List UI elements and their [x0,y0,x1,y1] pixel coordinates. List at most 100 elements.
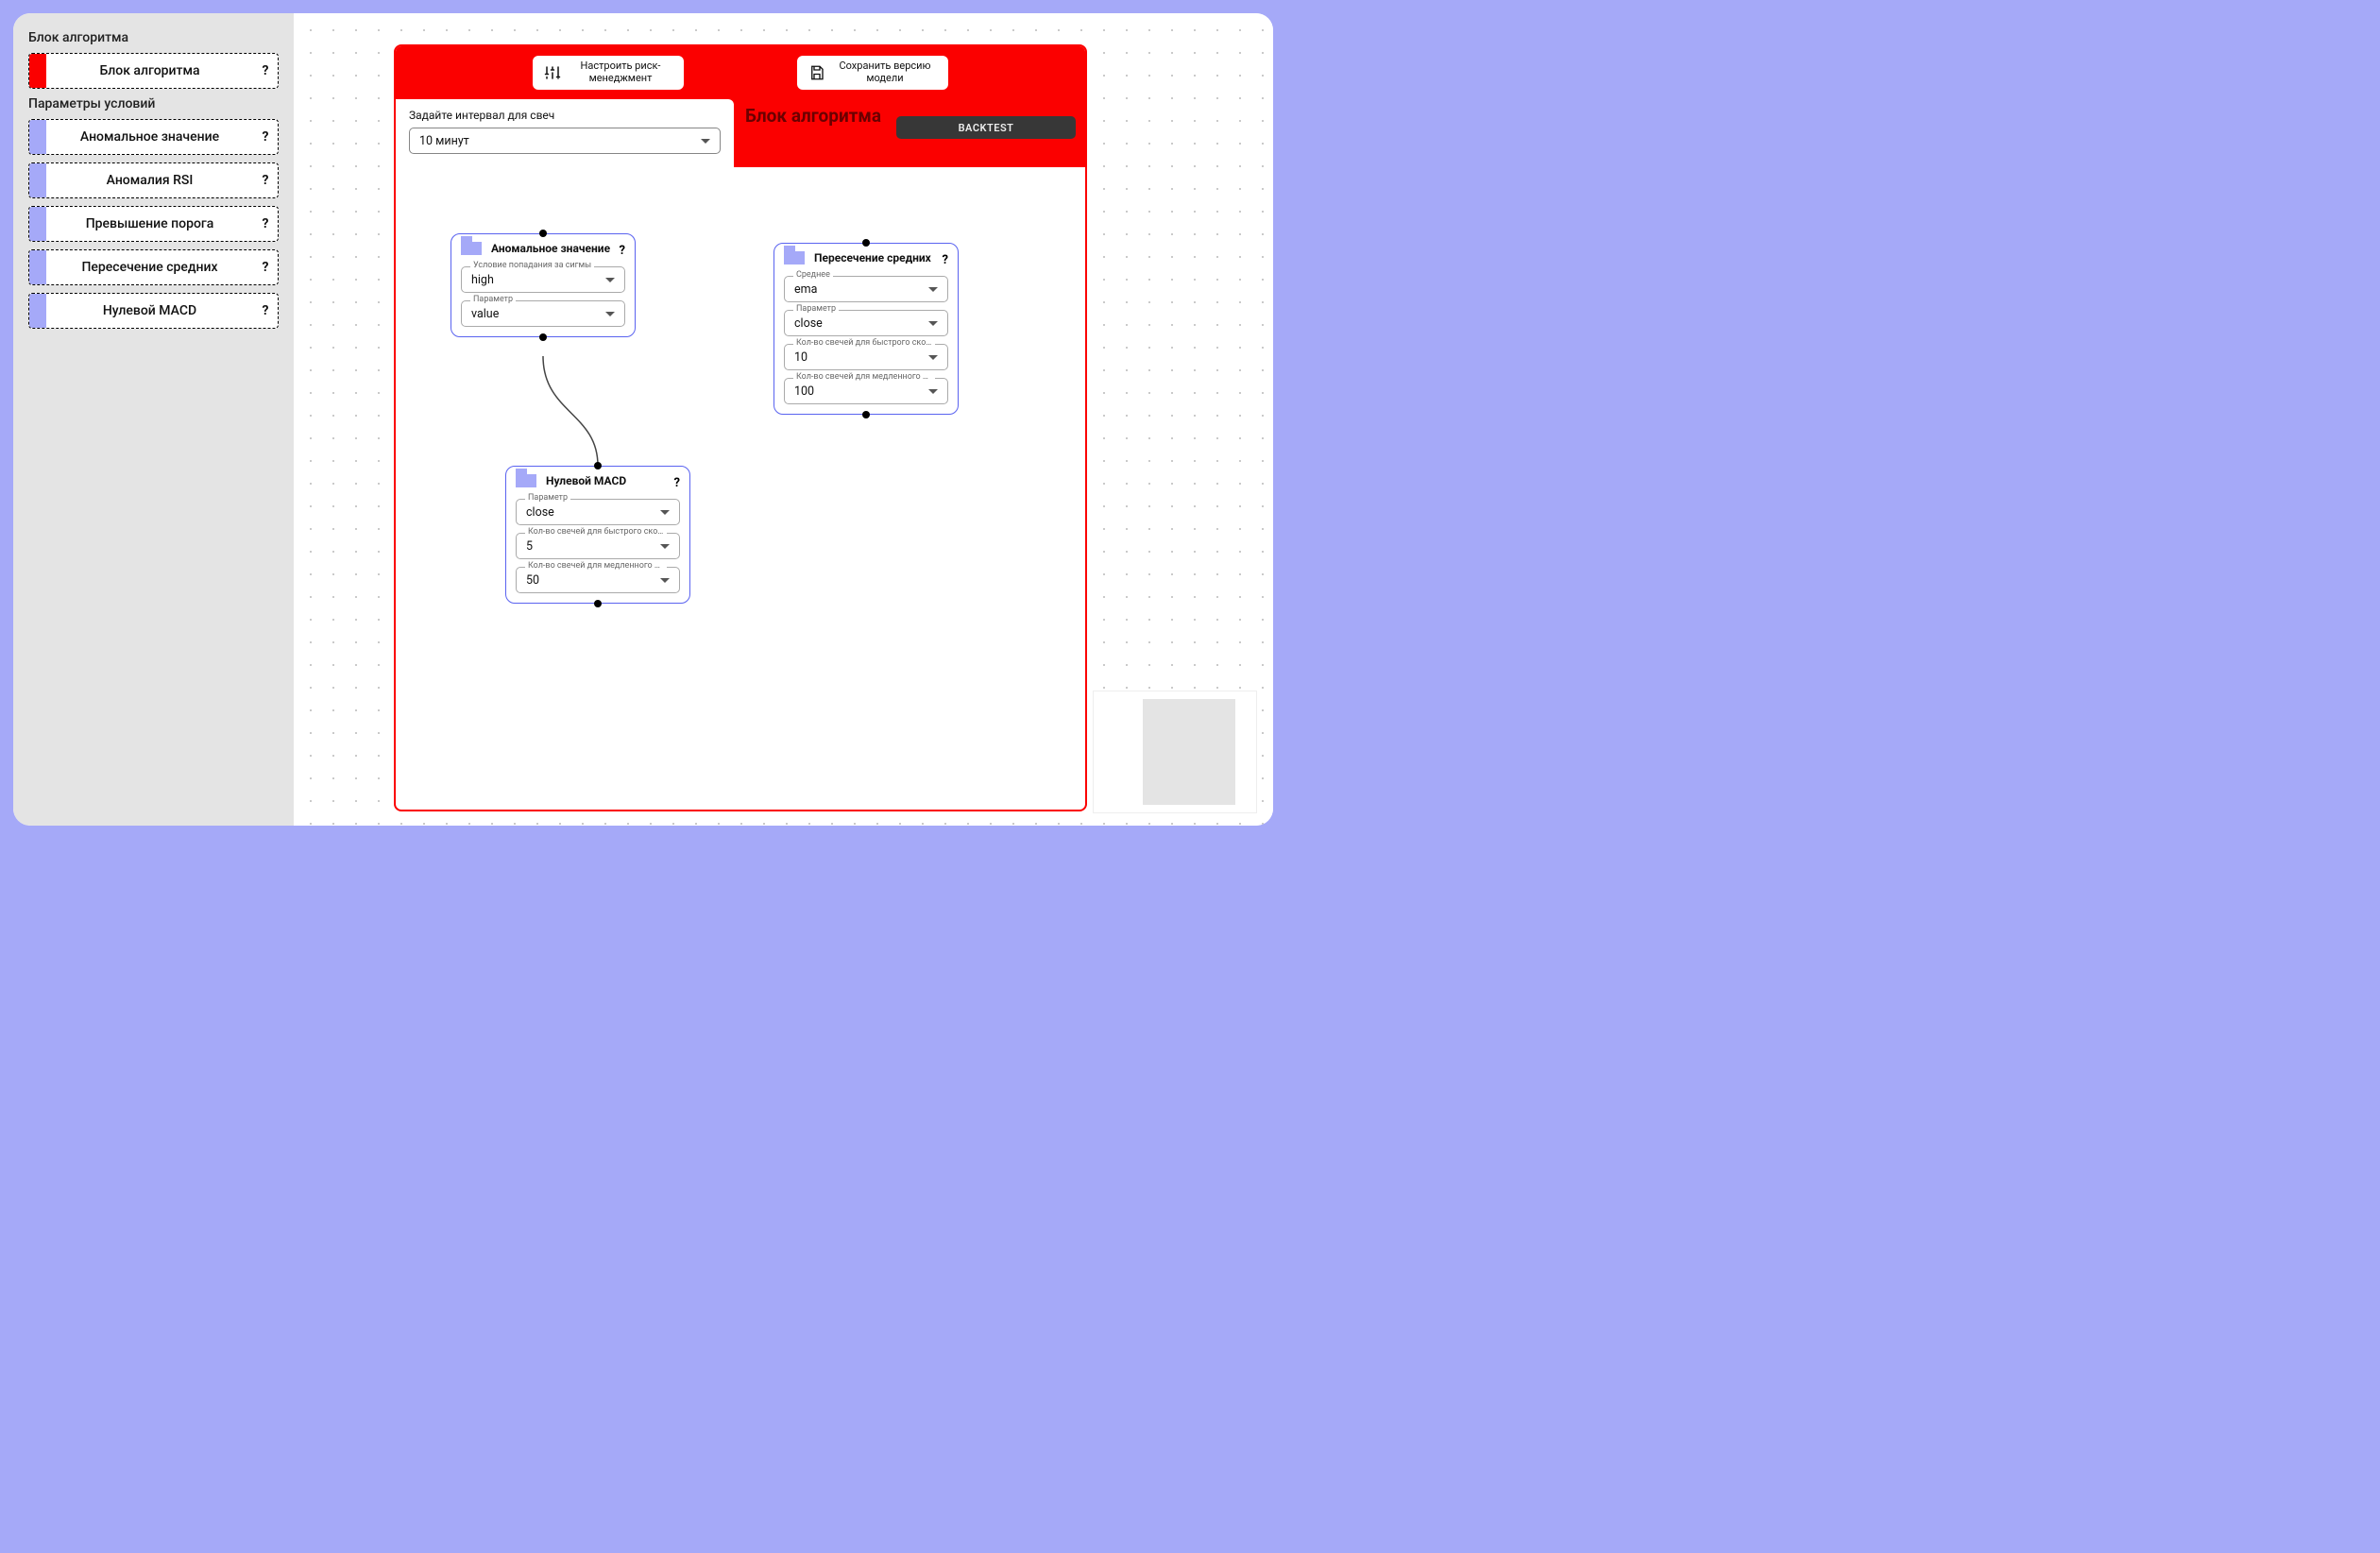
interval-select[interactable]: 10 минут [409,128,721,154]
palette-condition-2[interactable]: Превышение порога? [28,206,279,242]
help-icon[interactable]: ? [253,216,278,231]
palette-item-label: Превышение порога [46,216,253,231]
stripe-icon [29,207,46,241]
algorithm-panel[interactable]: Настроить риск-менеджмент Сохранить верс… [394,44,1087,811]
block-icon [784,251,805,265]
palette-condition-1[interactable]: Аномалия RSI? [28,162,279,198]
palette-item-label: Аномальное значение [46,129,253,145]
node-field: Параметрclose [784,310,948,336]
help-icon[interactable]: ? [253,63,278,78]
node-header: Нулевой MACD? [506,467,689,491]
chevron-down-icon [928,389,938,394]
field-select[interactable]: high [461,266,625,293]
field-label: Параметр [525,493,570,503]
field-label: Параметр [470,295,516,304]
palette-algo-block[interactable]: Блок алгоритма ? [28,53,279,89]
node-canvas[interactable]: Аномальное значение? Условие попадания за… [396,167,1085,811]
field-value: close [794,316,823,331]
backtest-button[interactable]: BACKTEST [896,116,1076,139]
node-n2[interactable]: Пересечение средних?СреднееemaПараметрcl… [774,243,959,415]
sidebar-section-conditions-title: Параметры условий [28,96,279,111]
block-icon [516,474,536,487]
chevron-down-icon [660,544,670,549]
chevron-down-icon [928,321,938,326]
field-value: high [471,273,494,287]
field-select[interactable]: value [461,300,625,327]
field-select[interactable]: ema [784,276,948,302]
interval-label: Задайте интервал для свеч [409,109,721,122]
sidebar: Блок алгоритма Блок алгоритма ? Параметр… [13,13,294,826]
field-label: Условие попадания за сигмы [470,261,594,270]
stripe-icon [29,120,46,154]
panel-header: Задайте интервал для свеч 10 минут Блок … [396,99,1085,167]
palette-item-label: Пересечение средних [46,260,253,275]
port-out[interactable] [862,411,870,418]
field-select[interactable]: close [784,310,948,336]
node-field: Параметрclose [516,499,680,525]
node-field: Параметрvalue [461,300,625,327]
help-icon[interactable]: ? [253,260,278,275]
node-header: Пересечение средних? [774,244,958,268]
chevron-down-icon [928,287,938,292]
node-field: Кол-во свечей для быстрого скользящего..… [784,344,948,370]
stripe-icon [29,294,46,328]
risk-button-label: Настроить риск-менеджмент [569,60,672,84]
node-field: Кол-во свечей для медленного скользящ...… [784,378,948,404]
node-field: Среднееema [784,276,948,302]
node-title: Нулевой MACD [546,474,626,487]
canvas-outer: Настроить риск-менеджмент Сохранить верс… [294,13,1273,826]
field-value: 50 [526,573,539,588]
node-field: Кол-во свечей для быстрого скользящего..… [516,533,680,559]
node-n3[interactable]: Нулевой MACD?ПараметрcloseКол-во свечей … [505,466,690,604]
stripe-icon [29,163,46,197]
field-select[interactable]: 100 [784,378,948,404]
field-select[interactable]: 50 [516,567,680,593]
chevron-down-icon [660,578,670,583]
panel-title-section: Блок алгоритма BACKTEST [734,99,1085,167]
help-icon[interactable]: ? [253,173,278,188]
help-icon[interactable]: ? [253,303,278,318]
palette-condition-4[interactable]: Нулевой MACD? [28,293,279,329]
minimap[interactable] [1094,691,1256,812]
field-label: Параметр [793,304,839,314]
field-value: 100 [794,384,814,399]
block-icon [461,242,482,255]
field-select[interactable]: 10 [784,344,948,370]
palette-item-label: Аномалия RSI [46,173,253,188]
node-field: Условие попадания за сигмыhigh [461,266,625,293]
risk-management-button[interactable]: Настроить риск-менеджмент [533,56,684,90]
palette-condition-3[interactable]: Пересечение средних? [28,249,279,285]
field-value: 5 [526,539,533,554]
help-icon[interactable]: ? [674,476,680,490]
port-out[interactable] [539,333,547,341]
help-icon[interactable]: ? [943,253,948,267]
port-out[interactable] [594,600,602,607]
sidebar-section-algo-title: Блок алгоритма [28,30,279,45]
app-root: Блок алгоритма Блок алгоритма ? Параметр… [13,13,1273,826]
field-value: close [526,505,554,520]
chevron-down-icon [605,312,615,316]
help-icon[interactable]: ? [620,244,625,258]
chevron-down-icon [605,278,615,282]
palette-condition-0[interactable]: Аномальное значение? [28,119,279,155]
interval-section: Задайте интервал для свеч 10 минут [396,99,734,167]
stripe-icon [29,250,46,284]
panel-toolbar: Настроить риск-менеджмент Сохранить верс… [396,46,1085,99]
node-n1[interactable]: Аномальное значение? Условие попадания за… [450,233,636,337]
palette-item-label: Нулевой MACD [46,303,253,318]
sliders-icon [544,64,561,81]
field-select[interactable]: 5 [516,533,680,559]
node-field: Кол-во свечей для медленного скользящ...… [516,567,680,593]
field-value: ema [794,282,817,297]
field-label: Кол-во свечей для быстрого скользящего..… [525,527,667,537]
field-select[interactable]: close [516,499,680,525]
help-icon[interactable]: ? [253,129,278,145]
node-title: Аномальное значение [491,242,610,255]
palette-item-label: Блок алгоритма [46,63,253,78]
node-title: Пересечение средних [814,251,931,265]
save-version-button[interactable]: Сохранить версию модели [797,56,948,90]
save-button-label: Сохранить версию модели [833,60,937,84]
field-value: value [471,307,499,321]
chevron-down-icon [660,510,670,515]
chevron-down-icon [701,139,710,144]
